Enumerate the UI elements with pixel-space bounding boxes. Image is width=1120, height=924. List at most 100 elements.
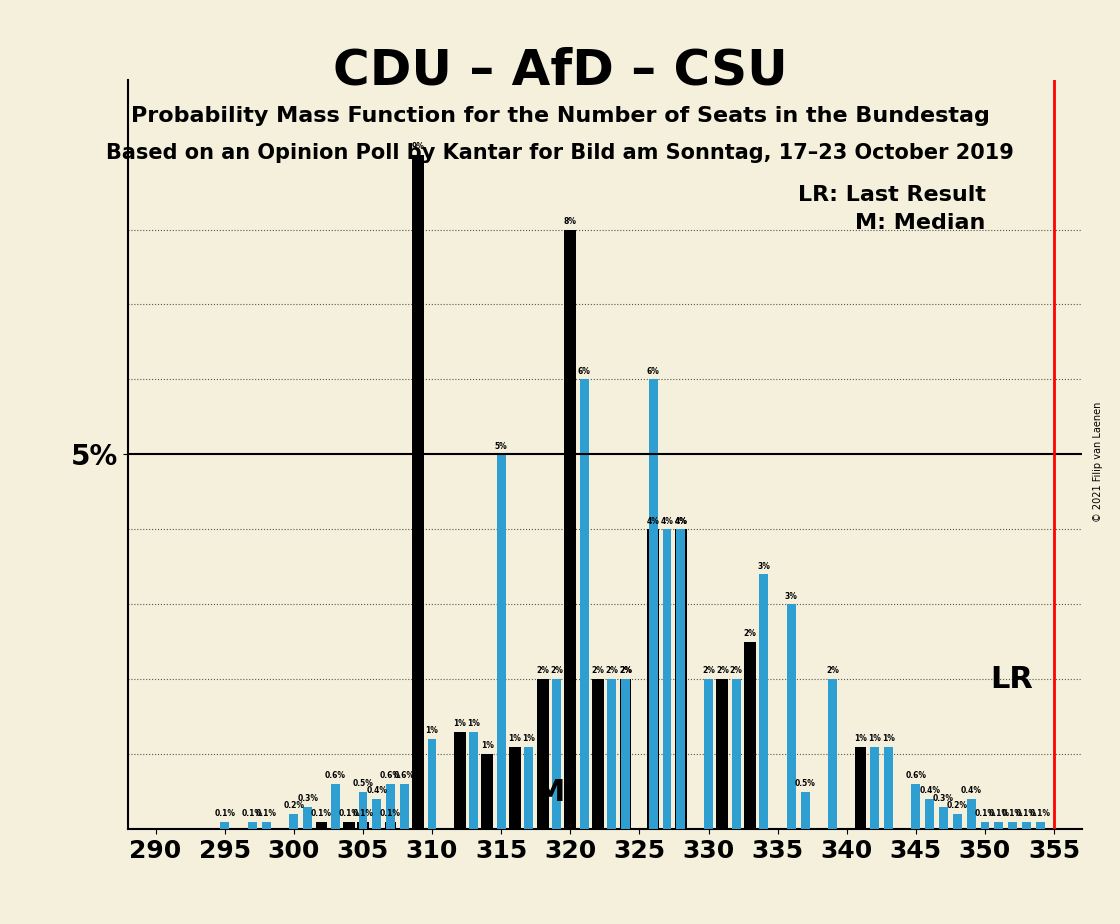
Text: 0.6%: 0.6% xyxy=(380,772,401,781)
Text: 1%: 1% xyxy=(855,734,867,743)
Text: 6%: 6% xyxy=(646,367,660,376)
Bar xyxy=(289,814,298,829)
Bar xyxy=(330,784,339,829)
Bar xyxy=(1008,821,1017,829)
Text: 2%: 2% xyxy=(619,666,632,675)
Text: 0.2%: 0.2% xyxy=(946,801,968,810)
Bar xyxy=(717,679,728,829)
Bar xyxy=(469,732,478,829)
Bar xyxy=(912,784,921,829)
Text: 8%: 8% xyxy=(563,217,577,225)
Bar xyxy=(676,529,685,829)
Text: 3%: 3% xyxy=(785,591,797,601)
Bar xyxy=(663,529,671,829)
Bar xyxy=(316,821,327,829)
Text: 0.4%: 0.4% xyxy=(366,786,388,796)
Bar xyxy=(384,821,396,829)
Text: 0.1%: 0.1% xyxy=(311,808,332,818)
Text: 0.5%: 0.5% xyxy=(353,779,373,788)
Bar xyxy=(939,807,948,829)
Bar xyxy=(262,821,271,829)
Text: 1%: 1% xyxy=(480,741,494,750)
Bar xyxy=(510,747,521,829)
Text: Based on an Opinion Poll by Kantar for Bild am Sonntag, 17–23 October 2019: Based on an Opinion Poll by Kantar for B… xyxy=(106,143,1014,164)
Bar xyxy=(248,821,256,829)
Text: 0.1%: 0.1% xyxy=(988,808,1009,818)
Bar xyxy=(564,229,576,829)
Text: 2%: 2% xyxy=(744,629,756,638)
Bar xyxy=(497,455,505,829)
Bar xyxy=(744,642,756,829)
Bar xyxy=(967,799,976,829)
Bar xyxy=(592,679,604,829)
Bar xyxy=(358,792,367,829)
Text: 1%: 1% xyxy=(868,734,880,743)
Text: 0.3%: 0.3% xyxy=(933,794,954,803)
Text: 4%: 4% xyxy=(661,517,673,526)
Bar xyxy=(731,679,740,829)
Text: 0.4%: 0.4% xyxy=(920,786,940,796)
Text: 2%: 2% xyxy=(550,666,563,675)
Text: 5%: 5% xyxy=(495,442,507,451)
Bar xyxy=(855,747,867,829)
Text: M: M xyxy=(534,778,564,807)
Bar xyxy=(829,679,838,829)
Text: 0.1%: 0.1% xyxy=(974,808,996,818)
Text: 1%: 1% xyxy=(508,734,522,743)
Bar xyxy=(343,821,355,829)
Text: 0.2%: 0.2% xyxy=(283,801,305,810)
Text: 0.6%: 0.6% xyxy=(394,772,414,781)
Text: 2%: 2% xyxy=(730,666,743,675)
Bar xyxy=(647,529,659,829)
Text: 0.6%: 0.6% xyxy=(905,772,926,781)
Bar xyxy=(995,821,1004,829)
Text: 2%: 2% xyxy=(619,666,632,675)
Bar xyxy=(412,154,424,829)
Text: 2%: 2% xyxy=(702,666,715,675)
Bar xyxy=(454,732,466,829)
Bar xyxy=(801,792,810,829)
Bar xyxy=(884,747,893,829)
Text: 3%: 3% xyxy=(757,562,771,570)
Text: 1%: 1% xyxy=(881,734,895,743)
Text: 4%: 4% xyxy=(646,517,660,526)
Text: M: Median: M: Median xyxy=(856,213,986,233)
Bar xyxy=(1036,821,1045,829)
Bar xyxy=(619,679,632,829)
Bar xyxy=(925,799,934,829)
Bar xyxy=(622,679,629,829)
Bar xyxy=(372,799,381,829)
Text: 0.1%: 0.1% xyxy=(380,808,401,818)
Text: 2%: 2% xyxy=(591,666,605,675)
Text: 0.6%: 0.6% xyxy=(325,772,346,781)
Text: 2%: 2% xyxy=(605,666,618,675)
Bar xyxy=(386,784,395,829)
Bar xyxy=(980,821,989,829)
Text: 0.1%: 0.1% xyxy=(255,808,277,818)
Text: 0.1%: 0.1% xyxy=(242,808,263,818)
Bar xyxy=(536,679,549,829)
Text: 4%: 4% xyxy=(674,517,688,526)
Text: 0.1%: 0.1% xyxy=(1029,808,1051,818)
Bar xyxy=(759,575,768,829)
Text: 1%: 1% xyxy=(522,734,535,743)
Text: 0.1%: 0.1% xyxy=(214,808,235,818)
Text: 2%: 2% xyxy=(536,666,549,675)
Text: 0.3%: 0.3% xyxy=(297,794,318,803)
Text: 0.1%: 0.1% xyxy=(353,808,373,818)
Bar xyxy=(428,739,437,829)
Text: 0.5%: 0.5% xyxy=(795,779,815,788)
Bar xyxy=(870,747,879,829)
Text: 0.4%: 0.4% xyxy=(961,786,981,796)
Bar xyxy=(400,784,409,829)
Bar xyxy=(524,747,533,829)
Text: © 2021 Filip van Laenen: © 2021 Filip van Laenen xyxy=(1093,402,1103,522)
Text: Probability Mass Function for the Number of Seats in the Bundestag: Probability Mass Function for the Number… xyxy=(131,106,989,127)
Bar xyxy=(704,679,713,829)
Bar xyxy=(607,679,616,829)
Text: 2%: 2% xyxy=(716,666,729,675)
Bar xyxy=(580,380,588,829)
Bar xyxy=(482,754,493,829)
Text: CDU – AfD – CSU: CDU – AfD – CSU xyxy=(333,46,787,94)
Text: 1%: 1% xyxy=(426,726,439,736)
